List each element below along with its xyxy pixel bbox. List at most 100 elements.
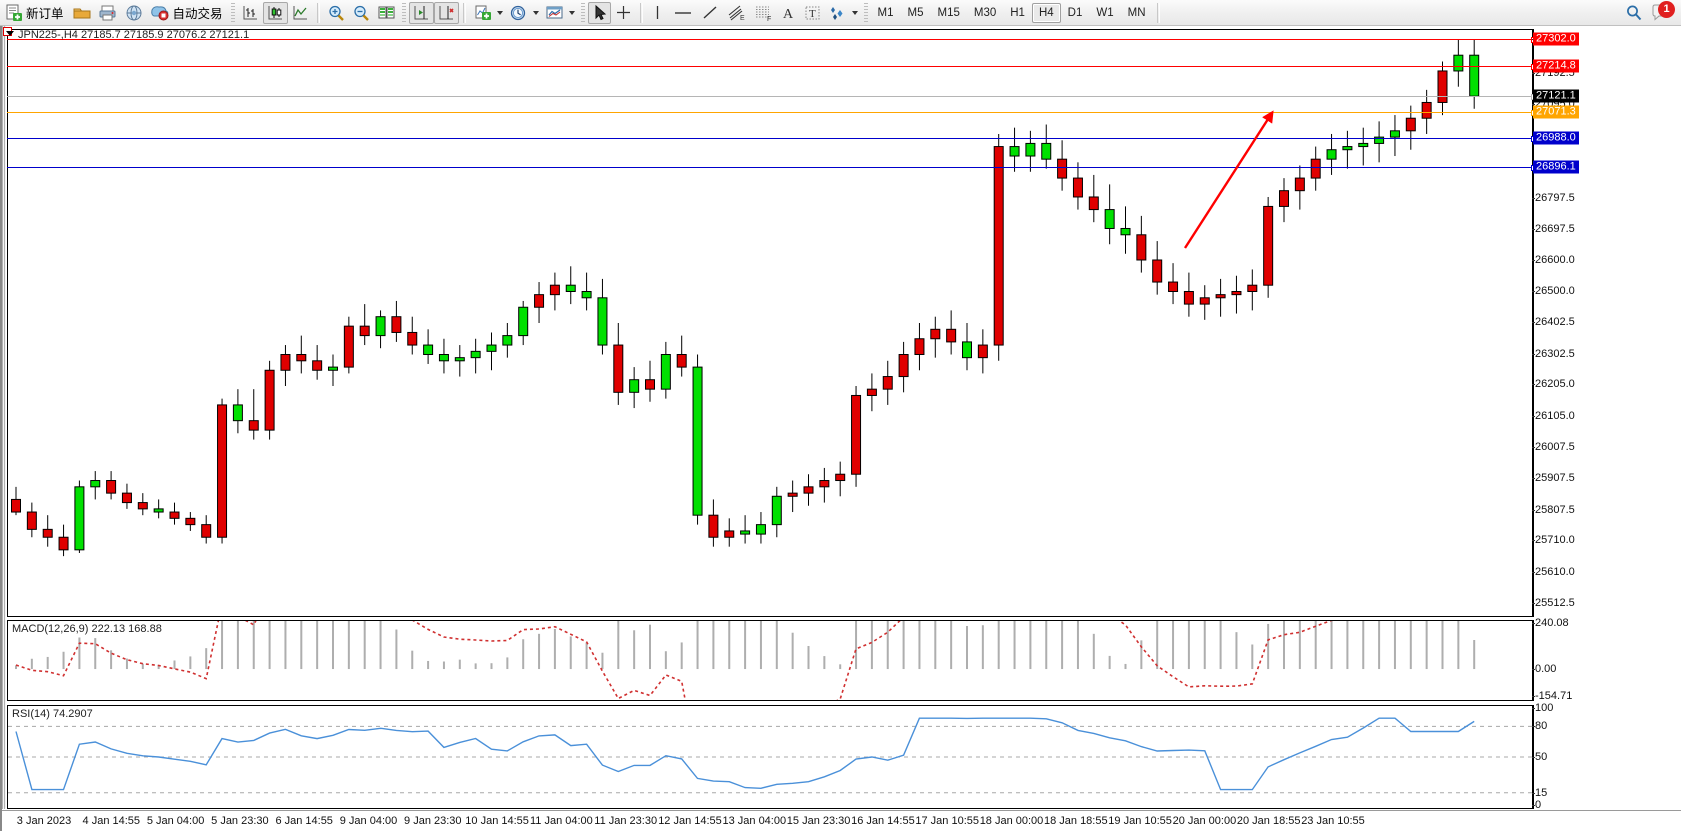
search-button[interactable] xyxy=(1621,2,1647,24)
auto-scroll-button[interactable] xyxy=(433,1,459,24)
label-button[interactable]: T xyxy=(800,2,825,24)
price-chart-canvas xyxy=(11,39,1480,557)
indicators-button[interactable] xyxy=(470,2,506,24)
macd-scale[interactable]: 240.08 0.00 -154.71 xyxy=(1531,617,1681,702)
price-tick: 26600.0 xyxy=(1532,253,1575,266)
price-pane[interactable] xyxy=(7,29,1533,617)
time-label: 11 Jan 04:00 xyxy=(529,815,593,827)
rsi-pane[interactable]: RSI(14) 74.2907 xyxy=(7,705,1533,809)
price-flag-pivot[interactable]: 27071.3 xyxy=(1533,105,1579,118)
price-scale[interactable]: 27302.527192.527095.026797.526697.526600… xyxy=(1532,29,1681,617)
bar-chart-icon xyxy=(243,5,257,19)
rsi-tick: 0 xyxy=(1531,799,1542,811)
time-label: 4 Jan 14:55 xyxy=(82,815,141,827)
time-axis[interactable]: 3 Jan 2023 4 Jan 14:55 5 Jan 04:00 5 Jan 23… xyxy=(2,810,1681,831)
bar-chart-button[interactable] xyxy=(238,2,263,24)
timeframe-mn[interactable]: MN xyxy=(1127,6,1146,19)
zoom-out-icon xyxy=(353,5,369,21)
timeframe-d1[interactable]: D1 xyxy=(1067,6,1083,19)
shift-end-icon xyxy=(414,5,428,19)
macd-pane[interactable]: MACD(12,26,9) 222.13 168.88 xyxy=(7,620,1533,701)
timeframe-h1[interactable]: H1 xyxy=(1010,6,1025,19)
time-label: 11 Jan 23:30 xyxy=(594,815,658,827)
chart-vertical-grip[interactable] xyxy=(2,26,6,809)
macd-tick: 240.08 xyxy=(1532,617,1569,629)
time-label: 13 Jan 04:00 xyxy=(722,815,787,827)
line-chart-button[interactable] xyxy=(288,2,313,24)
macd-title: MACD(12,26,9) 222.13 168.88 xyxy=(12,623,162,635)
shapes-caret-icon[interactable] xyxy=(851,10,858,15)
fibonacci-button[interactable]: F xyxy=(750,2,777,24)
macd-tick: 0.00 xyxy=(1531,663,1557,676)
globe-icon xyxy=(126,5,142,20)
cursor-icon xyxy=(595,4,606,20)
rsi-scale[interactable]: 100 80 50 15 0 xyxy=(1531,702,1681,811)
period-button[interactable] xyxy=(506,2,542,24)
indicators-icon xyxy=(475,5,491,20)
toolbar-grip-3[interactable] xyxy=(580,2,585,23)
chart-window: JPN225-,H4 27185.7 27185.9 27076.2 27121… xyxy=(0,26,1681,831)
indicators-caret-icon[interactable] xyxy=(496,10,503,15)
price-flag-support-1[interactable]: 26988.0 xyxy=(1533,131,1579,145)
cursor-button[interactable] xyxy=(587,1,611,24)
equidistant-channel-button[interactable]: E xyxy=(723,2,750,24)
vline-icon xyxy=(656,5,659,19)
vertical-line-button[interactable] xyxy=(647,2,669,24)
text-icon: A xyxy=(783,7,794,22)
toolbar-grip-4[interactable] xyxy=(863,2,868,23)
time-label: 15 Jan 23:30 xyxy=(786,815,851,827)
price-tick: 26007.5 xyxy=(1532,440,1575,453)
price-flag-current-price[interactable]: 27121.1 xyxy=(1533,89,1579,103)
time-label: 5 Jan 04:00 xyxy=(146,815,205,827)
price-flag-resistance-2[interactable]: 27302.0 xyxy=(1533,32,1579,46)
time-label: 18 Jan 00:00 xyxy=(979,815,1044,827)
zoom-out-button[interactable] xyxy=(349,2,374,24)
trendline-button[interactable] xyxy=(697,2,723,24)
main-toolbar: 新订单 自动交易 xyxy=(0,0,1681,26)
search-icon xyxy=(1627,5,1642,20)
svg-text:A: A xyxy=(783,7,794,22)
tile-windows-button[interactable] xyxy=(374,2,399,24)
period-caret-icon[interactable] xyxy=(532,10,539,15)
shapes-button[interactable] xyxy=(825,2,861,24)
time-label: 19 Jan 10:55 xyxy=(1108,815,1172,827)
price-tick: 25710.0 xyxy=(1532,534,1575,547)
price-flag-support-2[interactable]: 26896.1 xyxy=(1533,160,1579,174)
timeframe-m1[interactable]: M1 xyxy=(877,6,894,19)
price-tick: 26797.5 xyxy=(1532,191,1575,204)
macd-canvas xyxy=(15,621,1476,700)
timeframe-w1[interactable]: W1 xyxy=(1096,6,1114,19)
macd-tick: -154.71 xyxy=(1531,690,1573,702)
timeframe-m15[interactable]: M15 xyxy=(937,6,960,19)
time-label: 20 Jan 18:55 xyxy=(1236,815,1301,827)
price-flag-resistance-1[interactable]: 27214.8 xyxy=(1533,59,1579,73)
timeframe-h4[interactable]: H4 xyxy=(1031,2,1061,23)
text-button[interactable]: A xyxy=(777,2,800,24)
timeframe-m5[interactable]: M5 xyxy=(907,6,924,19)
templates-caret-icon[interactable] xyxy=(568,10,575,15)
shift-end-button[interactable] xyxy=(408,1,434,24)
crosshair-button[interactable] xyxy=(611,2,636,24)
templates-button[interactable] xyxy=(542,2,578,24)
shapes-icon xyxy=(830,6,843,20)
horizontal-line-button[interactable] xyxy=(669,2,697,24)
zoom-in-button[interactable] xyxy=(324,2,349,24)
time-label: 6 Jan 14:55 xyxy=(275,815,333,827)
network-button[interactable] xyxy=(121,2,147,24)
print-button[interactable] xyxy=(95,2,121,24)
toolbar-grip-2[interactable] xyxy=(401,2,406,23)
folder-button[interactable] xyxy=(69,2,95,24)
timeframe-m30[interactable]: M30 xyxy=(973,6,997,19)
price-tick: 26205.0 xyxy=(1532,378,1575,391)
new-order-button[interactable]: 新订单 xyxy=(2,2,69,24)
price-tick: 25807.5 xyxy=(1532,503,1575,516)
toolbar-grip-1[interactable] xyxy=(230,2,235,23)
candlestick-chart-button[interactable] xyxy=(262,1,288,24)
time-label: 18 Jan 18:55 xyxy=(1043,815,1108,827)
price-tick: 26302.5 xyxy=(1532,347,1575,360)
new-order-icon xyxy=(6,4,22,21)
chart-menu-arrow-icon[interactable] xyxy=(6,31,14,36)
alerts-button[interactable]: 1 xyxy=(1647,0,1675,24)
period-clock-icon xyxy=(510,5,525,20)
autotrade-button[interactable]: 自动交易 xyxy=(147,2,228,24)
